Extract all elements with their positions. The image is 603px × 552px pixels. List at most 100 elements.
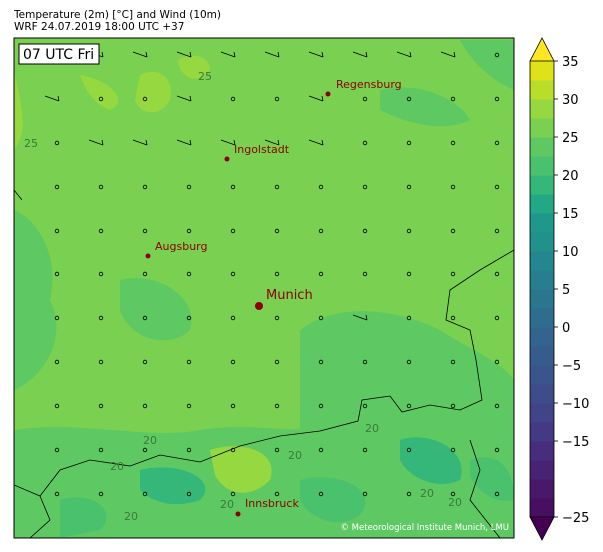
calm-wind-marker [230, 491, 236, 497]
colorbar-band [530, 327, 554, 347]
calm-wind-marker [450, 140, 456, 146]
colorbar-band [530, 346, 554, 366]
calm-wind-marker [406, 96, 412, 102]
calm-wind-marker [274, 184, 280, 190]
country-border [14, 189, 514, 538]
wind-barb [264, 51, 280, 58]
wind-barb [88, 139, 104, 146]
city-label-regensburg: Regensburg [336, 78, 402, 91]
time-label: 07 UTC Fri [23, 47, 94, 63]
calm-wind-marker [494, 447, 500, 453]
calm-wind-marker [142, 96, 148, 102]
calm-wind-marker [450, 359, 456, 365]
city-label-ingolstadt: Ingolstadt [234, 143, 290, 156]
calm-wind-marker [494, 315, 500, 321]
colorbar [529, 37, 555, 541]
calm-wind-marker [450, 315, 456, 321]
colorbar-band [530, 175, 554, 195]
calm-wind-marker [98, 359, 104, 365]
colorbar-band [530, 384, 554, 404]
cities: Regensburg Ingolstadt Augsburg Munich In… [145, 78, 402, 517]
contour-label: 20 [110, 460, 124, 473]
calm-wind-marker [406, 140, 412, 146]
city-marker-augsburg [145, 253, 151, 259]
calm-wind-marker [494, 271, 500, 277]
calm-wind-marker [274, 359, 280, 365]
calm-wind-marker [54, 447, 60, 453]
calm-wind-marker [98, 447, 104, 453]
colorbar-band [530, 479, 554, 499]
calm-wind-marker [494, 403, 500, 409]
wind-barb [264, 139, 280, 146]
wind-barb [308, 139, 324, 146]
colorbar-tick-label: 35 [562, 55, 579, 70]
calm-wind-marker [450, 491, 456, 497]
calm-wind-marker [494, 140, 500, 146]
colorbar-band [530, 289, 554, 309]
calm-wind-marker [186, 184, 192, 190]
wind-barbs-layer [44, 51, 500, 497]
calm-wind-marker [318, 403, 324, 409]
calm-wind-marker [142, 359, 148, 365]
contour-label: 20 [288, 449, 302, 462]
calm-wind-marker [274, 271, 280, 277]
city-marker-munich [255, 302, 263, 310]
calm-wind-marker [142, 403, 148, 409]
calm-wind-marker [494, 184, 500, 190]
contour-label: 20 [420, 487, 434, 500]
calm-wind-marker [406, 315, 412, 321]
calm-wind-marker [406, 491, 412, 497]
city-label-innsbruck: Innsbruck [245, 497, 299, 510]
calm-wind-marker [186, 447, 192, 453]
calm-wind-marker [494, 228, 500, 234]
calm-wind-marker [318, 447, 324, 453]
wind-barb [308, 51, 324, 58]
colorbar-band [530, 213, 554, 233]
colorbar-tick-label: −10 [562, 397, 589, 412]
calm-wind-marker [230, 96, 236, 102]
calm-wind-marker [450, 271, 456, 277]
calm-wind-marker [142, 184, 148, 190]
contour-labels: 25 25 20 20 20 20 20 20 20 20 [24, 70, 462, 523]
colorbar-band [530, 156, 554, 176]
colorbar-band [530, 232, 554, 252]
wind-barb [220, 139, 236, 146]
calm-wind-marker [54, 228, 60, 234]
colorbar-extend-max [529, 37, 555, 62]
calm-wind-marker [142, 271, 148, 277]
colorbar-band [530, 137, 554, 157]
calm-wind-marker [230, 403, 236, 409]
calm-wind-marker [230, 315, 236, 321]
calm-wind-marker [274, 315, 280, 321]
calm-wind-marker [318, 491, 324, 497]
wind-barb [220, 51, 236, 58]
calm-wind-marker [274, 96, 280, 102]
colorbar-tick-label: 10 [562, 245, 579, 260]
calm-wind-marker [362, 491, 368, 497]
calm-wind-marker [54, 491, 60, 497]
colorbar-tick-label: 0 [562, 321, 570, 336]
calm-wind-marker [494, 491, 500, 497]
wind-barb [396, 51, 412, 58]
city-label-munich: Munich [266, 288, 313, 303]
calm-wind-marker [54, 315, 60, 321]
city-marker-innsbruck [235, 511, 241, 517]
calm-wind-marker [406, 184, 412, 190]
colorbar-band [530, 365, 554, 385]
colorbar-band [530, 441, 554, 461]
colorbar-band [530, 460, 554, 480]
calm-wind-marker [98, 315, 104, 321]
calm-wind-marker [186, 315, 192, 321]
colorbar-tick-label: 15 [562, 207, 579, 222]
colorbar-tick-label: 25 [562, 131, 579, 146]
calm-wind-marker [406, 359, 412, 365]
calm-wind-marker [230, 447, 236, 453]
colorbar-band [530, 194, 554, 214]
calm-wind-marker [362, 271, 368, 277]
calm-wind-marker [54, 403, 60, 409]
contour-label: 25 [198, 70, 212, 83]
calm-wind-marker [230, 359, 236, 365]
calm-wind-marker [186, 271, 192, 277]
calm-wind-marker [362, 96, 368, 102]
colorbar-tick-label: −5 [562, 359, 581, 374]
